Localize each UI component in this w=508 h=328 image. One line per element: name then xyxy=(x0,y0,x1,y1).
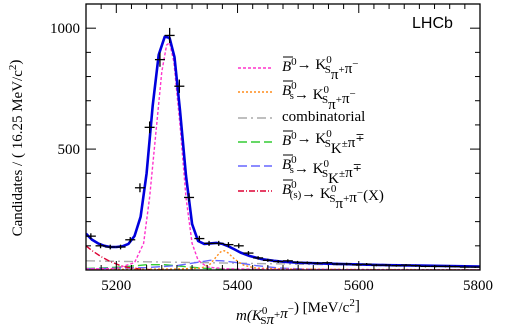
data-point xyxy=(223,242,234,248)
data-point xyxy=(312,261,323,265)
y-axis-title: Candidates / ( 16.25 MeV/c2) xyxy=(7,60,26,237)
x-tick-label: 5600 xyxy=(344,278,374,294)
bs_kspipi-curve xyxy=(86,249,480,270)
data-point xyxy=(125,237,136,243)
data-point xyxy=(430,265,441,268)
b0_kskpi-curve xyxy=(86,264,268,270)
x-axis-title: m(K0 Sπ+π−) [MeV/c2] xyxy=(236,297,360,328)
data-point xyxy=(233,243,244,249)
data-point xyxy=(331,262,342,266)
data-point xyxy=(420,265,431,268)
data-point xyxy=(450,265,461,268)
data-point xyxy=(391,264,402,267)
data-point xyxy=(351,263,362,266)
data-point xyxy=(322,261,333,265)
data-point xyxy=(204,240,215,246)
data-point xyxy=(440,265,451,268)
x-tick-label: 5800 xyxy=(463,278,493,294)
y-tick-label: 500 xyxy=(58,142,81,158)
data-point xyxy=(273,260,284,263)
data-point xyxy=(154,52,165,67)
data-point xyxy=(213,240,224,246)
data-point xyxy=(194,235,205,242)
data-point xyxy=(292,260,303,264)
data-point xyxy=(164,27,175,43)
data-point xyxy=(134,183,145,193)
legend-label: combinatorial xyxy=(282,109,365,125)
data-point xyxy=(401,264,412,267)
data-point xyxy=(470,266,480,268)
data-point xyxy=(302,261,313,265)
legend-entry-bs_kskpi: B0 s→ K0 SK±π∓ xyxy=(238,154,362,187)
x-axis-title-text: m(K0 Sπ+π−) [MeV/c2] xyxy=(236,297,360,328)
y-tick-label: 1000 xyxy=(50,21,80,37)
data-point xyxy=(95,243,106,249)
legend-label: B0 s→ K0 Sπ+π− xyxy=(282,80,356,113)
legend-label: B0 (s)→ K0 Sπ+π−(X) xyxy=(282,179,384,212)
data-point xyxy=(184,193,195,202)
legend-entry-b0_kspipi: B0→ K0 Sπ+π− xyxy=(238,54,358,83)
legend-label: B0 s→ K0 SK±π∓ xyxy=(282,154,362,187)
bs_kskpi-curve xyxy=(86,259,359,270)
data-point xyxy=(371,264,382,267)
data-point xyxy=(86,233,96,240)
data-point xyxy=(262,258,273,262)
x-tick-label: 5200 xyxy=(101,278,131,294)
combinatorial-curve xyxy=(86,260,480,268)
ticks-layer: 5200 5400 5600 5800 500 1000 xyxy=(50,3,493,294)
data-point xyxy=(282,259,293,263)
legend-entry-partreco: B0 (s)→ K0 Sπ+π−(X) xyxy=(238,179,384,212)
data-point xyxy=(174,79,185,93)
data-point xyxy=(341,262,352,266)
data-point xyxy=(115,244,126,250)
legend-entry-b0_kskpi: B0→ K0 SK±π∓ xyxy=(238,128,365,157)
data-point xyxy=(144,121,155,134)
x-tick-label: 5400 xyxy=(223,278,253,294)
legend: B0→ K0 Sπ+π−B0 s→ K0 Sπ+π−combinatorial B0→ … xyxy=(238,54,384,212)
data-point xyxy=(361,263,372,266)
data-point xyxy=(105,244,116,250)
legend-label: B0→ K0 Sπ+π− xyxy=(282,54,358,83)
experiment-label: LHCb xyxy=(412,15,453,32)
legend-entry-bs_kspipi: B0 s→ K0 Sπ+π− xyxy=(238,80,356,113)
y-axis-title-text: Candidates / ( 16.25 MeV/c2) xyxy=(7,60,26,237)
data-points-layer xyxy=(86,27,480,268)
data-point xyxy=(253,256,264,260)
legend-label: B0→ K0 SK±π∓ xyxy=(282,128,365,157)
legend-entry-combinatorial: combinatorial xyxy=(238,109,365,125)
data-point xyxy=(243,251,254,256)
